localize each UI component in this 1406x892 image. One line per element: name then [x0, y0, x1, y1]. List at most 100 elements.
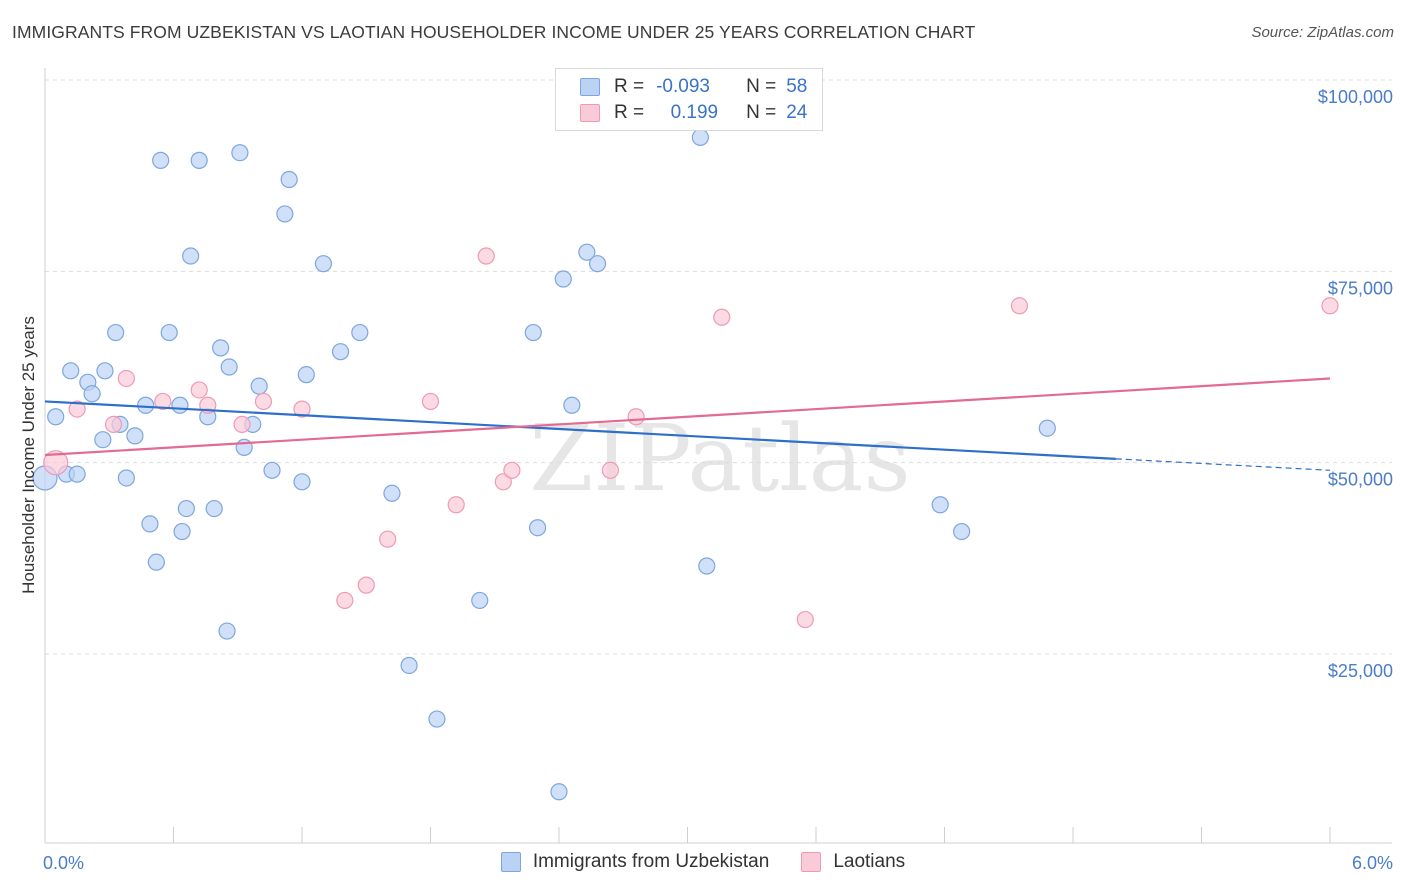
data-point-laotians — [447, 496, 465, 514]
data-point-laotians — [68, 400, 86, 418]
x-tick-label: 6.0% — [1352, 853, 1393, 873]
chart-title: IMMIGRANTS FROM UZBEKISTAN VS LAOTIAN HO… — [12, 22, 976, 42]
data-point-laotians — [43, 450, 69, 476]
data-point-laotians — [627, 408, 645, 426]
data-point-uzbekistan — [471, 591, 489, 610]
data-point-uzbekistan — [263, 461, 281, 479]
watermark: ZIPatlas — [529, 405, 910, 512]
legend-swatch-blue — [500, 852, 521, 872]
legend-r-value: -0.093 — [656, 76, 710, 97]
data-point-uzbekistan — [250, 377, 268, 395]
data-point-uzbekistan — [137, 396, 155, 414]
data-point-laotians — [796, 610, 814, 629]
data-point-uzbekistan — [293, 473, 311, 491]
data-point-uzbekistan — [117, 469, 135, 487]
correlation-legend: R = -0.093 N = 58 R = 0.199 N = 24 — [555, 68, 823, 131]
data-point-uzbekistan — [331, 343, 350, 361]
data-point-uzbekistan — [400, 656, 418, 675]
data-point-uzbekistan — [212, 339, 230, 357]
data-point-uzbekistan — [280, 170, 298, 189]
data-point-uzbekistan — [691, 128, 709, 146]
grid — [45, 79, 1392, 655]
data-point-uzbekistan — [141, 515, 159, 533]
data-point-uzbekistan — [152, 151, 170, 169]
trend-line-uzbekistan — [44, 400, 1116, 460]
data-point-uzbekistan — [1038, 419, 1056, 437]
data-point-uzbekistan — [276, 205, 294, 223]
legend-r-label: R = — [614, 102, 645, 123]
legend-n-label: N = — [746, 76, 777, 97]
data-point-uzbekistan — [205, 499, 223, 518]
legend-item-uzbekistan[interactable]: Immigrants from Uzbekistan — [500, 851, 770, 873]
series-legend: Immigrants from Uzbekistan Laotians — [0, 851, 1406, 873]
data-point-laotians — [293, 400, 311, 418]
data-point-laotians — [357, 576, 375, 594]
legend-swatch-pink — [801, 852, 822, 872]
y-tick-label: $25,000 — [1328, 661, 1393, 681]
data-point-uzbekistan — [218, 622, 236, 640]
axes — [44, 68, 1392, 844]
data-point-uzbekistan — [428, 710, 446, 728]
data-point-laotians — [154, 392, 172, 411]
data-point-laotians — [1321, 297, 1339, 315]
legend-label: Immigrants from Uzbekistan — [532, 851, 770, 872]
legend-r-label: R = — [614, 76, 645, 97]
data-point-uzbekistan — [698, 557, 716, 575]
data-point-uzbekistan — [231, 144, 249, 162]
y-tick-label: $100,000 — [1318, 87, 1393, 107]
legend-n-label: N = — [746, 102, 777, 123]
data-point-uzbekistan — [83, 385, 101, 403]
data-point-uzbekistan — [297, 366, 315, 384]
data-point-laotians — [1010, 297, 1029, 315]
x-tick-labels: 0.0% 6.0% — [43, 853, 1393, 873]
data-point-uzbekistan — [554, 270, 572, 288]
data-point-laotians — [421, 392, 440, 411]
data-point-laotians — [254, 392, 273, 411]
trend-line-uzbekistan-extension — [1115, 458, 1331, 471]
data-point-laotians — [477, 247, 495, 265]
legend-row-uzbekistan: R = -0.093 N = 58 — [580, 74, 807, 100]
data-point-uzbekistan — [563, 396, 581, 414]
legend-n-value: 24 — [786, 102, 808, 123]
data-point-uzbekistan — [68, 465, 86, 483]
data-point-laotians — [117, 369, 135, 388]
series-laotians — [43, 247, 1339, 629]
data-point-laotians — [713, 308, 731, 326]
data-point-uzbekistan — [177, 499, 195, 518]
x-tick-label: 0.0% — [43, 853, 84, 873]
data-point-uzbekistan — [96, 362, 114, 380]
legend-r-value: 0.199 — [670, 102, 719, 123]
data-point-laotians — [336, 591, 354, 610]
source-label: Source: ZipAtlas.com — [1251, 24, 1394, 41]
data-point-uzbekistan — [588, 255, 607, 273]
data-point-laotians — [601, 461, 620, 479]
data-point-uzbekistan — [182, 247, 200, 265]
data-point-uzbekistan — [171, 396, 189, 414]
data-point-uzbekistan — [528, 519, 547, 537]
trend-line-laotians — [44, 377, 1331, 457]
legend-n-value: 58 — [786, 76, 808, 97]
data-point-uzbekistan — [173, 522, 191, 541]
data-point-uzbekistan — [147, 553, 165, 571]
y-tick-label: $75,000 — [1328, 278, 1393, 298]
y-tick-label: $50,000 — [1328, 470, 1393, 490]
legend-swatch-pink — [580, 104, 600, 122]
data-point-laotians — [233, 415, 251, 433]
y-tick-labels: $25,000 $50,000 $75,000 $100,000 — [1318, 87, 1393, 681]
data-point-uzbekistan — [126, 427, 144, 445]
data-point-uzbekistan — [107, 323, 125, 342]
data-point-laotians — [104, 415, 123, 433]
data-point-laotians — [190, 381, 208, 399]
data-point-uzbekistan — [94, 431, 112, 449]
data-point-uzbekistan — [62, 362, 80, 380]
y-axis-label: Householder Income Under 25 years — [19, 316, 38, 594]
legend-swatch-blue — [580, 78, 600, 96]
data-point-uzbekistan — [931, 496, 949, 514]
legend-item-laotians[interactable]: Laotians — [801, 851, 905, 873]
data-point-uzbekistan — [47, 408, 65, 426]
data-point-laotians — [494, 473, 512, 491]
data-point-laotians — [503, 461, 521, 479]
data-point-uzbekistan — [550, 783, 568, 801]
data-point-uzbekistan — [314, 255, 333, 273]
